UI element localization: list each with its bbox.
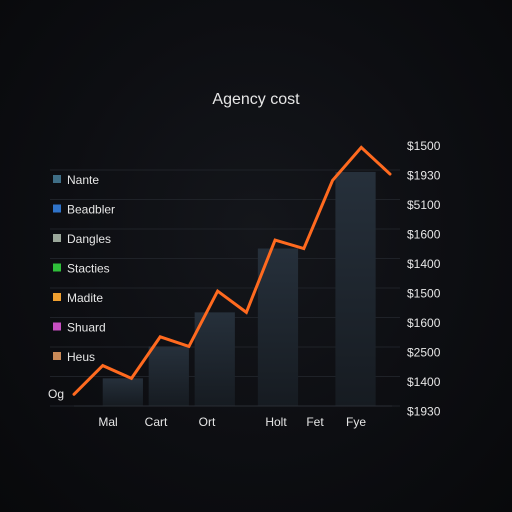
y-tick-label: $5100 (407, 198, 441, 212)
bar (335, 171, 376, 406)
y-tick-label: $1400 (407, 257, 441, 271)
bar (148, 346, 189, 406)
legend-label: Heus (67, 350, 95, 364)
legend-label: Shuard (67, 321, 106, 335)
legend-label: Dangles (67, 232, 111, 246)
x-tick-label: Cart (145, 415, 168, 429)
chart-title: Agency cost (212, 91, 300, 108)
legend-swatch (53, 204, 61, 213)
legend-swatch (53, 234, 61, 242)
legend-swatch (53, 293, 61, 301)
legend-swatch (53, 175, 61, 183)
x-tick-label: Holt (265, 415, 287, 429)
y-tick-label: $1930 (407, 405, 441, 419)
legend-swatch (53, 263, 61, 272)
left-axis-label: Og (48, 387, 64, 401)
right-axis-labels: $1500 $1930 $5100 $1600 $1400 $1500 $1600 $2500… (407, 139, 441, 419)
legend-label: Stacties (67, 262, 110, 276)
legend-label: Madite (67, 291, 103, 305)
legend-swatch (53, 352, 61, 360)
y-tick-label: $1500 (407, 287, 441, 301)
y-tick-label: $2500 (407, 346, 441, 360)
x-tick-label: Fet (306, 415, 324, 429)
x-tick-label: Fye (346, 415, 366, 429)
bar (194, 312, 235, 406)
legend-label: Beadbler (67, 203, 115, 217)
x-tick-label: Mal (98, 415, 117, 429)
y-tick-label: $1930 (407, 169, 441, 183)
bar (257, 248, 299, 406)
x-axis-labels: Mal Cart Ort Holt Fet Fye (98, 415, 366, 429)
bar-series (102, 171, 376, 406)
y-tick-label: $1400 (407, 375, 441, 389)
y-tick-label: $1500 (407, 139, 441, 153)
series-line (72, 145, 392, 396)
line-series (72, 145, 392, 396)
x-tick-label: Ort (199, 415, 216, 429)
legend-label: Nante (67, 173, 99, 187)
y-tick-label: $1600 (407, 316, 441, 330)
y-tick-label: $1600 (407, 228, 441, 242)
legend: Nante Beadbler Dangles Stacties Madite Shuard… (53, 173, 115, 364)
legend-swatch (53, 322, 61, 331)
bar (102, 378, 143, 406)
